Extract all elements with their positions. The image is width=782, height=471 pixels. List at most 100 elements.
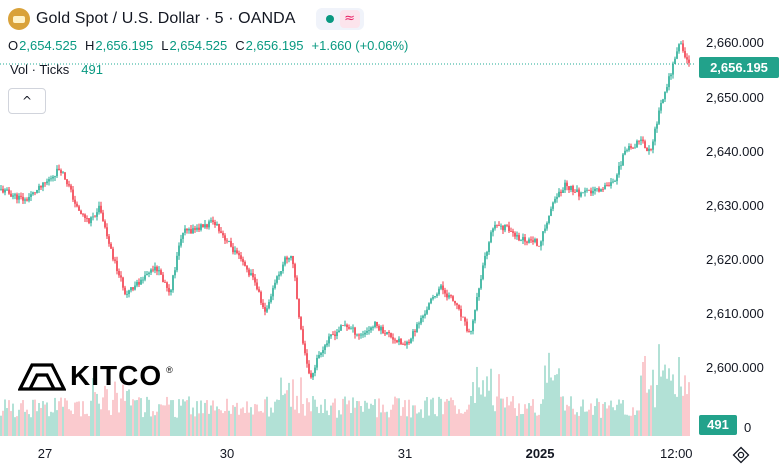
volume-bar (682, 395, 684, 436)
volume-bar (364, 400, 366, 436)
volume-bar (246, 401, 248, 436)
volume-bar (132, 399, 134, 436)
candle-body (478, 288, 480, 298)
volume-bar (186, 400, 188, 436)
volume-bar (10, 411, 12, 436)
volume-legend[interactable]: Vol · Ticks 491 (10, 62, 103, 77)
market-status-pill[interactable]: ≈ (315, 8, 364, 30)
candle-body (238, 253, 240, 256)
volume-bar (442, 414, 444, 436)
volume-bar (522, 413, 524, 436)
candle-body (234, 250, 236, 253)
volume-bar (340, 414, 342, 436)
candle-body (194, 228, 196, 230)
candle-body (288, 258, 290, 260)
volume-bar (32, 399, 34, 436)
volume-bar (106, 389, 108, 436)
candle-body (624, 150, 626, 155)
collapse-legend-button[interactable]: ^ (8, 88, 46, 114)
volume-bar (378, 398, 380, 436)
volume-bar (614, 410, 616, 436)
volume-bar (486, 376, 488, 436)
candle-body (620, 165, 622, 167)
candle-body (50, 178, 52, 180)
volume-bar (500, 398, 502, 436)
candle-body (350, 328, 352, 330)
candle-body (100, 205, 102, 213)
candle-body (430, 298, 432, 304)
candle-body (406, 341, 408, 345)
volume-bar (148, 399, 150, 436)
candle-body (308, 363, 310, 374)
candle-body (152, 269, 154, 271)
volume-bar (34, 399, 36, 436)
candle-body (44, 182, 46, 184)
candle-body (402, 344, 404, 345)
candle-body (470, 331, 472, 332)
candle-body (102, 212, 104, 222)
volume-bar (436, 416, 438, 436)
volume-bar (504, 407, 506, 436)
candle-body (618, 165, 620, 175)
volume-bar (62, 406, 64, 436)
volume-bar (510, 401, 512, 436)
ohlc-open: O2,654.525 (8, 38, 77, 53)
volume-bar (286, 390, 288, 436)
volume-bar (24, 411, 26, 436)
volume-bar (562, 396, 564, 436)
volume-bar (630, 415, 632, 436)
candle-body (452, 296, 454, 301)
volume-bar (648, 389, 650, 436)
candle-body (250, 273, 252, 276)
candle-body (348, 327, 350, 329)
candle-body (282, 264, 284, 272)
symbol-title[interactable]: Gold Spot / U.S. Dollar · 5 · OANDA (36, 10, 296, 27)
volume-bar (90, 400, 92, 436)
volume-bar (450, 397, 452, 436)
volume-bar (516, 415, 518, 436)
volume-bar (608, 405, 610, 436)
volume-bar (202, 413, 204, 436)
time-tick-label: 27 (37, 446, 53, 461)
symbol-row[interactable]: Gold Spot / U.S. Dollar · 5 · OANDA ≈ (8, 8, 364, 30)
volume-bar (178, 399, 180, 436)
candle-body (24, 199, 26, 201)
candle-body (184, 228, 186, 233)
candle-body (446, 293, 448, 298)
volume-bar (570, 396, 572, 436)
candle-body (354, 327, 356, 335)
volume-bar (652, 369, 654, 436)
candle-body (326, 343, 328, 346)
ohlc-low: L2,654.525 (161, 38, 228, 53)
candle-body (26, 199, 28, 201)
volume-bar (612, 407, 614, 436)
volume-bar (218, 409, 220, 436)
candle-body (284, 257, 286, 265)
volume-bar (452, 400, 454, 436)
price-tick-label: 2,650.000 (706, 89, 764, 105)
volume-bar (236, 402, 238, 436)
approx-wave-icon: ≈ (339, 10, 360, 28)
candle-body (46, 181, 48, 184)
volume-bar (480, 394, 482, 436)
candle-body (200, 224, 202, 230)
candle-body (262, 302, 264, 308)
candle-body (404, 344, 406, 346)
volume-bar (470, 396, 472, 436)
volume-bar (198, 413, 200, 436)
candle-body (400, 338, 402, 345)
gear-icon[interactable] (732, 446, 750, 464)
candle-body (614, 181, 616, 182)
volume-bar (110, 414, 112, 436)
volume-bar (102, 397, 104, 436)
candle-body (268, 302, 270, 309)
volume-bar (320, 404, 322, 436)
volume-bar (484, 396, 486, 436)
volume-bar (642, 361, 644, 436)
volume-bar (122, 384, 124, 436)
price-tick-label: 2,630.000 (706, 197, 764, 213)
volume-bar (426, 397, 428, 436)
candle-body (314, 367, 316, 374)
candle-body (296, 277, 298, 299)
